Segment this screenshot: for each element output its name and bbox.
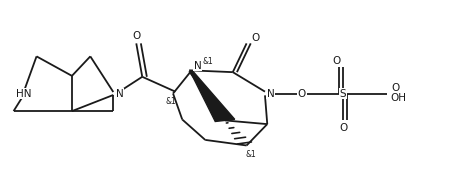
Text: O: O [252, 33, 260, 43]
Text: &1: &1 [202, 56, 213, 65]
Text: O: O [392, 83, 400, 93]
Text: O: O [339, 123, 347, 133]
Text: O: O [298, 88, 306, 99]
Text: N: N [267, 88, 275, 99]
Text: HN: HN [16, 88, 31, 99]
Text: N: N [194, 61, 201, 71]
Text: &1: &1 [246, 150, 257, 159]
Text: OH: OH [390, 93, 406, 103]
Text: O: O [132, 31, 141, 41]
Text: &1: &1 [165, 97, 176, 106]
Polygon shape [190, 71, 235, 122]
Text: O: O [332, 56, 340, 66]
Text: S: S [340, 88, 346, 99]
Text: N: N [116, 88, 124, 99]
